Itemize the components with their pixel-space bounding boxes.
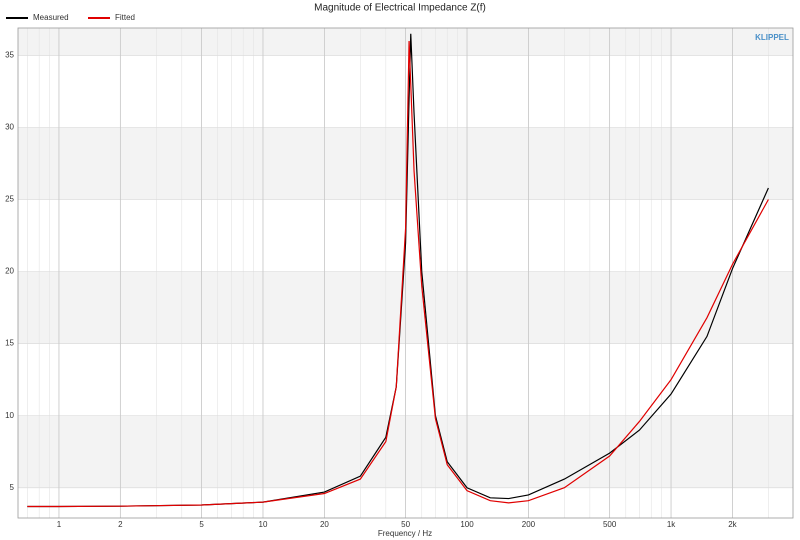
x-tick-label: 50: [401, 520, 410, 529]
y-tick-label: 10: [5, 411, 14, 420]
legend-label: Measured: [33, 13, 69, 22]
y-tick-label: 35: [5, 50, 14, 59]
chart-title: Magnitude of Electrical Impedance Z(f): [314, 3, 486, 14]
x-tick-label: 100: [460, 520, 474, 529]
y-tick-label: 15: [5, 339, 14, 348]
y-tick-label: 25: [5, 195, 14, 204]
y-tick-label: 20: [5, 267, 14, 276]
x-tick-label: 1k: [667, 520, 676, 529]
y-tick-label: 5: [10, 483, 15, 492]
series-line: [27, 40, 769, 508]
x-tick-label: 500: [603, 520, 617, 529]
plot-frame: [17, 27, 794, 519]
legend: Measured Fitted: [6, 13, 135, 22]
x-axis-label: Frequency / Hz: [378, 529, 432, 538]
legend-label: Fitted: [115, 13, 135, 22]
x-tick-label: 20: [320, 520, 329, 529]
x-tick-label: 2k: [728, 520, 737, 529]
x-tick-label: 10: [259, 520, 268, 529]
x-tick-label: 200: [522, 520, 536, 529]
logo: KLIPPEL: [755, 33, 789, 42]
x-tick-label: 5: [199, 520, 204, 529]
y-tick-label: 30: [5, 123, 14, 132]
x-tick-label: 2: [118, 520, 123, 529]
x-tick-label: 1: [57, 520, 62, 529]
